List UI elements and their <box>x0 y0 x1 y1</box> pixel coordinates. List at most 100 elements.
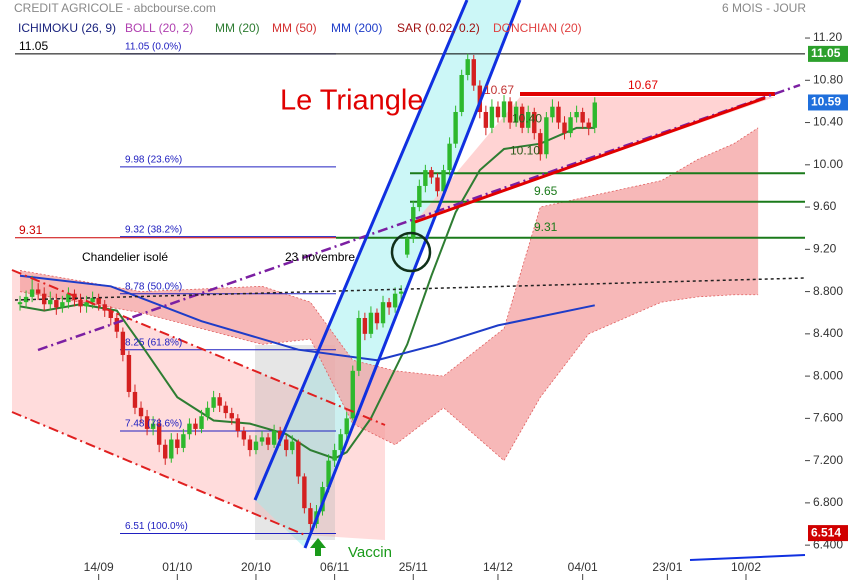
candle-body <box>114 317 120 332</box>
channel-line <box>11 269 386 426</box>
candle-body <box>217 397 222 406</box>
price-label: 11.05 <box>811 46 841 60</box>
candle-body <box>362 317 368 334</box>
candle-body <box>102 304 107 311</box>
y-tick-label: 11.20 <box>813 30 842 44</box>
candle-body <box>60 302 65 308</box>
candle-body <box>411 207 416 239</box>
price-box <box>808 45 848 62</box>
candle-body <box>150 423 156 429</box>
candle-body <box>392 293 398 308</box>
legend-entry: DONCHIAN (20) <box>493 21 582 35</box>
candle-body <box>519 106 525 128</box>
candle-body <box>144 416 150 429</box>
donchian-label: 10.67 <box>484 83 514 97</box>
candle-body <box>271 431 277 445</box>
candle-body <box>429 170 434 178</box>
level-label: 9.31 <box>534 220 558 234</box>
shaded-zone <box>255 345 335 540</box>
candle-body <box>199 416 204 429</box>
candle-body <box>356 317 362 371</box>
y-tick-label: 9.60 <box>813 199 837 213</box>
resistance-label: 10.67 <box>628 78 658 92</box>
y-tick-label: 7.200 <box>813 453 843 467</box>
candle-body <box>471 59 476 86</box>
candle-body <box>223 405 228 414</box>
price-box <box>808 94 848 111</box>
candle-body <box>332 450 337 461</box>
candle-body <box>550 106 555 118</box>
x-tick-label: 20/10 <box>241 560 271 574</box>
annotation: Le Triangle <box>280 85 424 117</box>
candle-body <box>495 106 501 118</box>
candle-body <box>568 117 573 134</box>
candle-body <box>489 106 495 128</box>
candle-body <box>532 111 537 134</box>
candle-body <box>290 441 295 451</box>
candle-body <box>235 418 241 432</box>
candle-body <box>592 102 597 128</box>
y-tick-label: 8.800 <box>813 284 843 298</box>
fib-label: 6.51 (100.0%) <box>125 521 188 532</box>
trend-line <box>689 554 806 561</box>
legend-entry: MM (200) <box>331 21 382 35</box>
annotation: Vaccin <box>348 544 392 561</box>
donchian-label: 10.40 <box>512 112 542 126</box>
donchian-label: 10.10 <box>510 143 540 157</box>
cloud-lower <box>19 291 759 462</box>
candle-body <box>108 310 113 318</box>
candle-body <box>562 122 567 134</box>
channel-line <box>11 411 306 536</box>
candle-body <box>435 177 440 192</box>
candle-body <box>84 302 89 307</box>
candle-body <box>447 143 452 171</box>
candle-body <box>556 106 561 123</box>
candle-body <box>423 170 428 186</box>
candle-body <box>398 291 404 294</box>
candle-body <box>344 418 349 435</box>
candle-body <box>120 331 126 355</box>
candle-body <box>302 476 307 509</box>
candle-body <box>374 312 380 324</box>
candle-body <box>211 397 216 408</box>
candle-body <box>156 423 162 445</box>
candle-body <box>308 508 313 525</box>
candle-body <box>247 439 253 451</box>
fib-label: 11.05 (0.0%) <box>125 42 182 53</box>
candle-body <box>507 101 513 123</box>
candle-body <box>132 391 138 408</box>
x-tick-label: 14/09 <box>84 560 114 574</box>
candle-body <box>29 289 35 297</box>
candle-body <box>205 407 210 417</box>
candle-body <box>90 297 95 303</box>
candle-body <box>265 437 271 445</box>
candle-body <box>405 238 410 255</box>
annotation: 23 novembre <box>285 250 355 264</box>
candle-body <box>259 437 265 442</box>
candle-body <box>586 122 591 128</box>
x-tick-label: 06/11 <box>320 560 349 574</box>
candle-body <box>54 300 59 308</box>
candle-body <box>501 101 507 118</box>
legend-entry: ICHIMOKU (26, 9) <box>18 21 116 35</box>
channel-line <box>303 0 522 549</box>
triangle-line <box>414 96 766 224</box>
legend-entry: BOLL (20, 2) <box>125 21 193 35</box>
fib-label: 7.48 (78.6%) <box>125 419 182 430</box>
legend-entry: SAR (0.02, 0.2) <box>397 21 480 35</box>
candle-body <box>453 111 458 144</box>
y-tick-label: 10.40 <box>813 115 843 129</box>
cloud-fill <box>20 127 759 461</box>
candle-body <box>253 441 259 451</box>
drawings-front <box>11 0 806 561</box>
candle-body <box>48 300 53 305</box>
price-box <box>808 525 848 542</box>
candle-body <box>350 370 355 419</box>
x-tick-label: 04/01 <box>568 560 598 574</box>
candle-body <box>96 297 101 305</box>
x-tick-label: 23/01 <box>652 560 682 574</box>
x-tick-label: 01/10 <box>162 560 192 574</box>
y-tick-label: 6.800 <box>813 495 843 509</box>
candle-body <box>459 75 464 112</box>
